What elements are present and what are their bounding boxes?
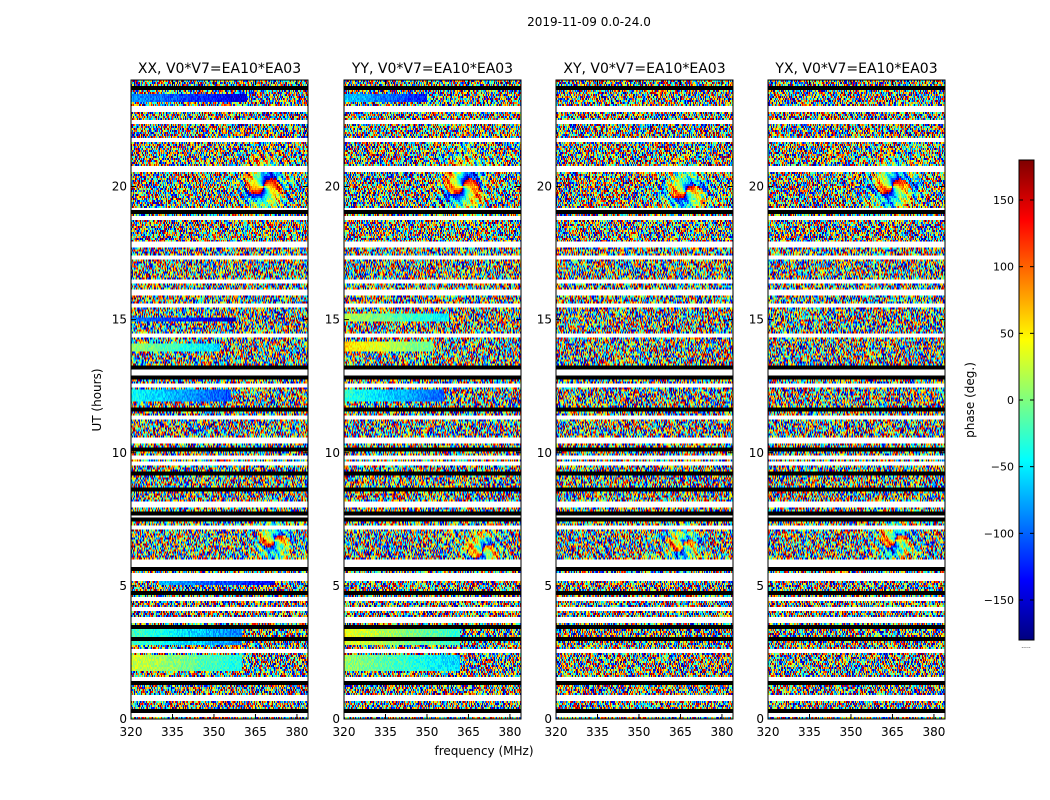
panel-title: YY, V0*V7=EA10*EA03 [351, 61, 513, 77]
x-tick-label: 320 [120, 725, 143, 739]
x-tick-label: 335 [161, 725, 184, 739]
phase-heatmap [131, 80, 308, 719]
x-axis-label: frequency (MHz) [434, 744, 533, 758]
x-tick-label: 380 [285, 725, 308, 739]
panel-frame [130, 79, 309, 720]
y-axis-label: UT (hours) [90, 368, 104, 431]
x-tick-label: 320 [333, 725, 356, 739]
x-tick-label: 350 [840, 725, 863, 739]
x-tick-label: 335 [374, 725, 397, 739]
x-tick-label: 350 [628, 725, 651, 739]
colorbar-tick-label: 0 [1007, 394, 1014, 407]
panel-title: XY, V0*V7=EA10*EA03 [563, 61, 725, 77]
x-tick-label: 335 [798, 725, 821, 739]
panels-group: XX, V0*V7=EA10*EA03 320 335 350 365 380 0 5 10 15… [112, 61, 946, 739]
panel-title: YX, V0*V7=EA10*EA03 [774, 61, 937, 77]
y-tick-label: 0 [756, 712, 764, 726]
panel-frame [555, 79, 734, 720]
panel-frame [343, 79, 522, 720]
colorbar-tick-label: 150 [993, 194, 1014, 207]
y-tick-label: 15 [325, 313, 340, 327]
colorbar: −150 −100 −50 0 50 100 150 phase (deg.) ..... [963, 159, 1035, 650]
phase-heatmap [556, 80, 733, 719]
colorbar-tick-label: −150 [984, 594, 1014, 607]
x-tick-label: 380 [922, 725, 945, 739]
colorbar-tick-label: 100 [993, 261, 1014, 274]
y-tick-label: 15 [112, 313, 127, 327]
y-tick-label: 5 [332, 579, 340, 593]
y-tick-label: 5 [544, 579, 552, 593]
x-tick-label: 380 [710, 725, 733, 739]
colorbar-tick-label: −100 [984, 527, 1014, 540]
figure-suptitle: 2019-11-09 0.0-24.0 [527, 15, 651, 29]
y-tick-label: 15 [537, 313, 552, 327]
x-tick-label: 365 [244, 725, 267, 739]
panel-xy: XY, V0*V7=EA10*EA03 320 335 350 365 380 0 5 10 15… [537, 61, 734, 739]
y-tick-label: 10 [749, 446, 764, 460]
y-tick-label: 0 [332, 712, 340, 726]
y-tick-label: 5 [756, 579, 764, 593]
y-tick-label: 15 [749, 313, 764, 327]
x-tick-label: 365 [881, 725, 904, 739]
panel-title: XX, V0*V7=EA10*EA03 [138, 61, 301, 77]
x-tick-label: 365 [669, 725, 692, 739]
panel-xx: XX, V0*V7=EA10*EA03 320 335 350 365 380 0 5 10 15… [112, 61, 309, 739]
colorbar-note: ..... [1021, 643, 1031, 650]
colorbar-tick-label: −50 [991, 461, 1014, 474]
y-tick-label: 20 [112, 180, 127, 194]
x-tick-label: 365 [457, 725, 480, 739]
panel-yy: YY, V0*V7=EA10*EA03 320 335 350 365 380 0 5 10 15… [325, 61, 522, 739]
x-tick-label: 350 [203, 725, 226, 739]
x-tick-label: 320 [545, 725, 568, 739]
y-tick-label: 0 [119, 712, 127, 726]
y-tick-label: 10 [325, 446, 340, 460]
phase-heatmap [768, 80, 945, 719]
phase-heatmap [344, 80, 521, 719]
y-tick-label: 20 [537, 180, 552, 194]
colorbar-tick-label: 50 [1000, 327, 1014, 340]
y-tick-label: 5 [119, 579, 127, 593]
y-tick-label: 20 [749, 180, 764, 194]
colorbar-ticks: −150 −100 −50 0 50 100 150 [984, 194, 1034, 607]
y-tick-label: 0 [544, 712, 552, 726]
y-tick-label: 10 [112, 446, 127, 460]
y-tick-label: 20 [325, 180, 340, 194]
x-tick-label: 335 [586, 725, 609, 739]
y-tick-label: 10 [537, 446, 552, 460]
x-tick-label: 350 [416, 725, 439, 739]
panel-yx: YX, V0*V7=EA10*EA03 320 335 350 365 380 0 5 10 15… [749, 61, 946, 739]
panel-frame [767, 79, 946, 720]
x-tick-label: 380 [498, 725, 521, 739]
colorbar-label: phase (deg.) [963, 362, 977, 438]
x-tick-label: 320 [757, 725, 780, 739]
